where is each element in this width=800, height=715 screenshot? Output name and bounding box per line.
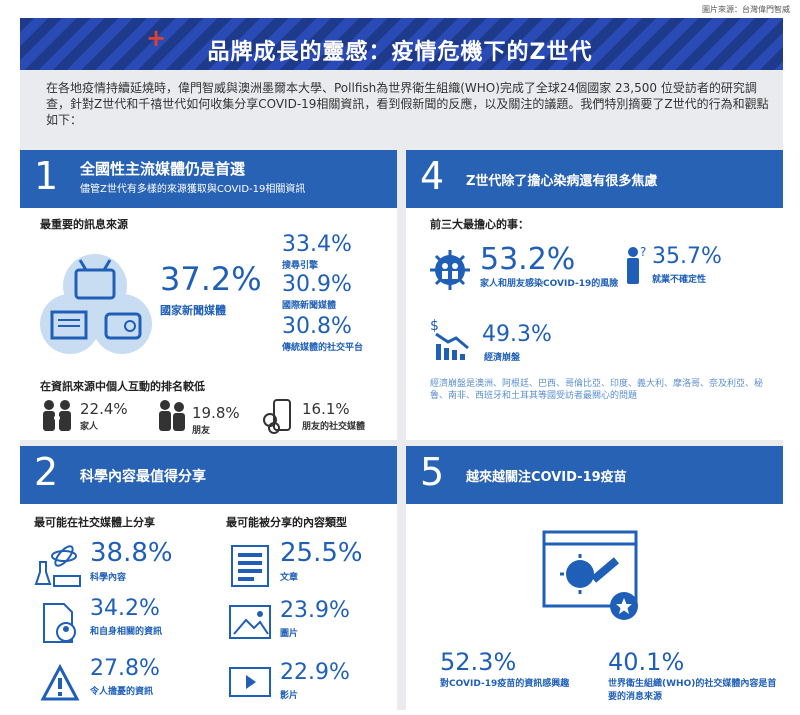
section-5-number: 5: [420, 450, 445, 494]
s2-col2-2-label: 圖片: [280, 629, 299, 639]
article-icon: [231, 545, 269, 587]
s5-b-pct: 40.1%: [608, 648, 685, 676]
personal-doc-icon: [43, 603, 76, 643]
section-4-header: [406, 150, 783, 208]
section-1-title: 全國性主流媒體仍是首選: [80, 160, 246, 178]
s4-note: 經濟崩盤是澳洲、阿根廷、巴西、哥倫比亞、印度、義大利、摩洛哥、奈及利亞、秘魯、南…: [430, 379, 764, 401]
family-icon: [43, 400, 71, 431]
section-1-header: [20, 150, 397, 208]
s5-a-label: 對COVID-19疫苗的資訊感興趣: [440, 679, 570, 689]
section-2-header: [20, 446, 397, 504]
vaccine-screen-icon: [542, 530, 638, 620]
image-source: 圖片來源：台灣偉門智威: [702, 5, 790, 14]
s2-col1-2-pct: 34.2%: [90, 596, 160, 621]
media-cluster-icon: [40, 254, 152, 354]
section-1-heading-2: 在資訊來源中個人互動的排名較低: [40, 380, 205, 393]
s2-col1-3-label: 令人擔憂的資訊: [90, 687, 154, 697]
header-banner: [20, 18, 783, 70]
s1-item-3-label: 傳統媒體的社交平台: [282, 343, 364, 353]
s1-person-1-label: 家人: [80, 422, 99, 432]
s4-c-pct: 49.3%: [482, 322, 552, 347]
section-2-title: 科學內容最值得分享: [80, 469, 206, 485]
s2-col1-1-pct: 38.8%: [90, 538, 173, 568]
s4-a-label: 家人和朋友感染COVID-19的風險: [480, 279, 619, 289]
section-2-number: 2: [34, 450, 59, 494]
s4-a-pct: 53.2%: [480, 242, 576, 277]
s1-item-3-pct: 30.8%: [282, 314, 352, 339]
svg-text:?: ?: [640, 245, 646, 259]
s2-col1-2-label: 和自身相關的資訊: [90, 627, 163, 637]
virus-family-icon: [430, 250, 470, 290]
job-uncertainty-icon: ?: [627, 245, 646, 284]
s5-b-label: 世界衛生組織(WHO)的社交媒體內容是首要的消息來源: [608, 679, 777, 702]
section-1-main-label: 國家新聞媒體: [160, 304, 226, 317]
s1-person-1-pct: 22.4%: [80, 400, 128, 418]
s1-person-3-pct: 16.1%: [302, 400, 350, 418]
s1-item-2-pct: 30.9%: [282, 272, 352, 297]
section-4-number: 4: [420, 154, 445, 198]
s2-col2-heading: 最可能被分享的內容類型: [226, 516, 347, 529]
video-icon: [229, 667, 271, 697]
s2-col2-1-label: 文章: [280, 573, 299, 583]
section-5-header: [406, 446, 783, 504]
economy-crash-icon: $: [430, 318, 469, 360]
social-phone-icon: [263, 399, 291, 434]
s5-a-pct: 52.3%: [440, 648, 517, 676]
page-title: 品牌成長的靈感：疫情危機下的Z世代: [207, 40, 593, 65]
section-1-number: 1: [34, 154, 59, 198]
section-4-title: Z世代除了擔心染病還有很多焦慮: [466, 174, 658, 189]
section-1-heading: 最重要的訊息來源: [40, 218, 128, 231]
s1-item-2-label: 國際新聞媒體: [282, 301, 337, 311]
s2-col1-heading: 最可能在社交媒體上分享: [34, 516, 155, 529]
intro-text: 在各地疫情持續延燒時，偉門智威與澳洲墨爾本大學、Pollfish為世界衛生組織(…: [46, 81, 769, 127]
s2-col2-3-label: 影片: [280, 691, 299, 701]
warning-icon: [40, 664, 80, 701]
plus-icon: +: [146, 24, 167, 52]
s2-col1-1-label: 科學內容: [90, 573, 127, 583]
s2-col1-3-pct: 27.8%: [90, 656, 160, 681]
s2-col2-1-pct: 25.5%: [280, 538, 363, 568]
s2-col2-3-pct: 22.9%: [280, 660, 350, 685]
svg-text:$: $: [430, 318, 439, 334]
s1-person-2-label: 朋友: [192, 426, 211, 436]
s2-col2-2-pct: 23.9%: [280, 598, 350, 623]
s1-person-2-pct: 19.8%: [192, 404, 240, 422]
section-1-main-pct: 37.2%: [160, 260, 262, 298]
s1-person-3-label: 朋友的社交媒體: [302, 422, 366, 432]
friends-icon: [159, 400, 185, 431]
science-icon: [34, 545, 81, 587]
section-4-heading: 前三大最擔心的事：: [430, 218, 529, 231]
s4-b-label: 就業不確定性: [652, 275, 707, 285]
s4-c-label: 經濟崩盤: [484, 353, 521, 363]
s4-b-pct: 35.7%: [652, 244, 722, 269]
s1-item-1-pct: 33.4%: [282, 232, 352, 257]
section-5-title: 越來越關注COVID-19疫苗: [466, 470, 627, 485]
s1-item-1-label: 搜尋引擎: [282, 261, 319, 271]
section-1-subtitle: 儘管Z世代有多樣的來源獲取與COVID-19相關資訊: [80, 184, 306, 195]
image-icon: [229, 605, 271, 639]
